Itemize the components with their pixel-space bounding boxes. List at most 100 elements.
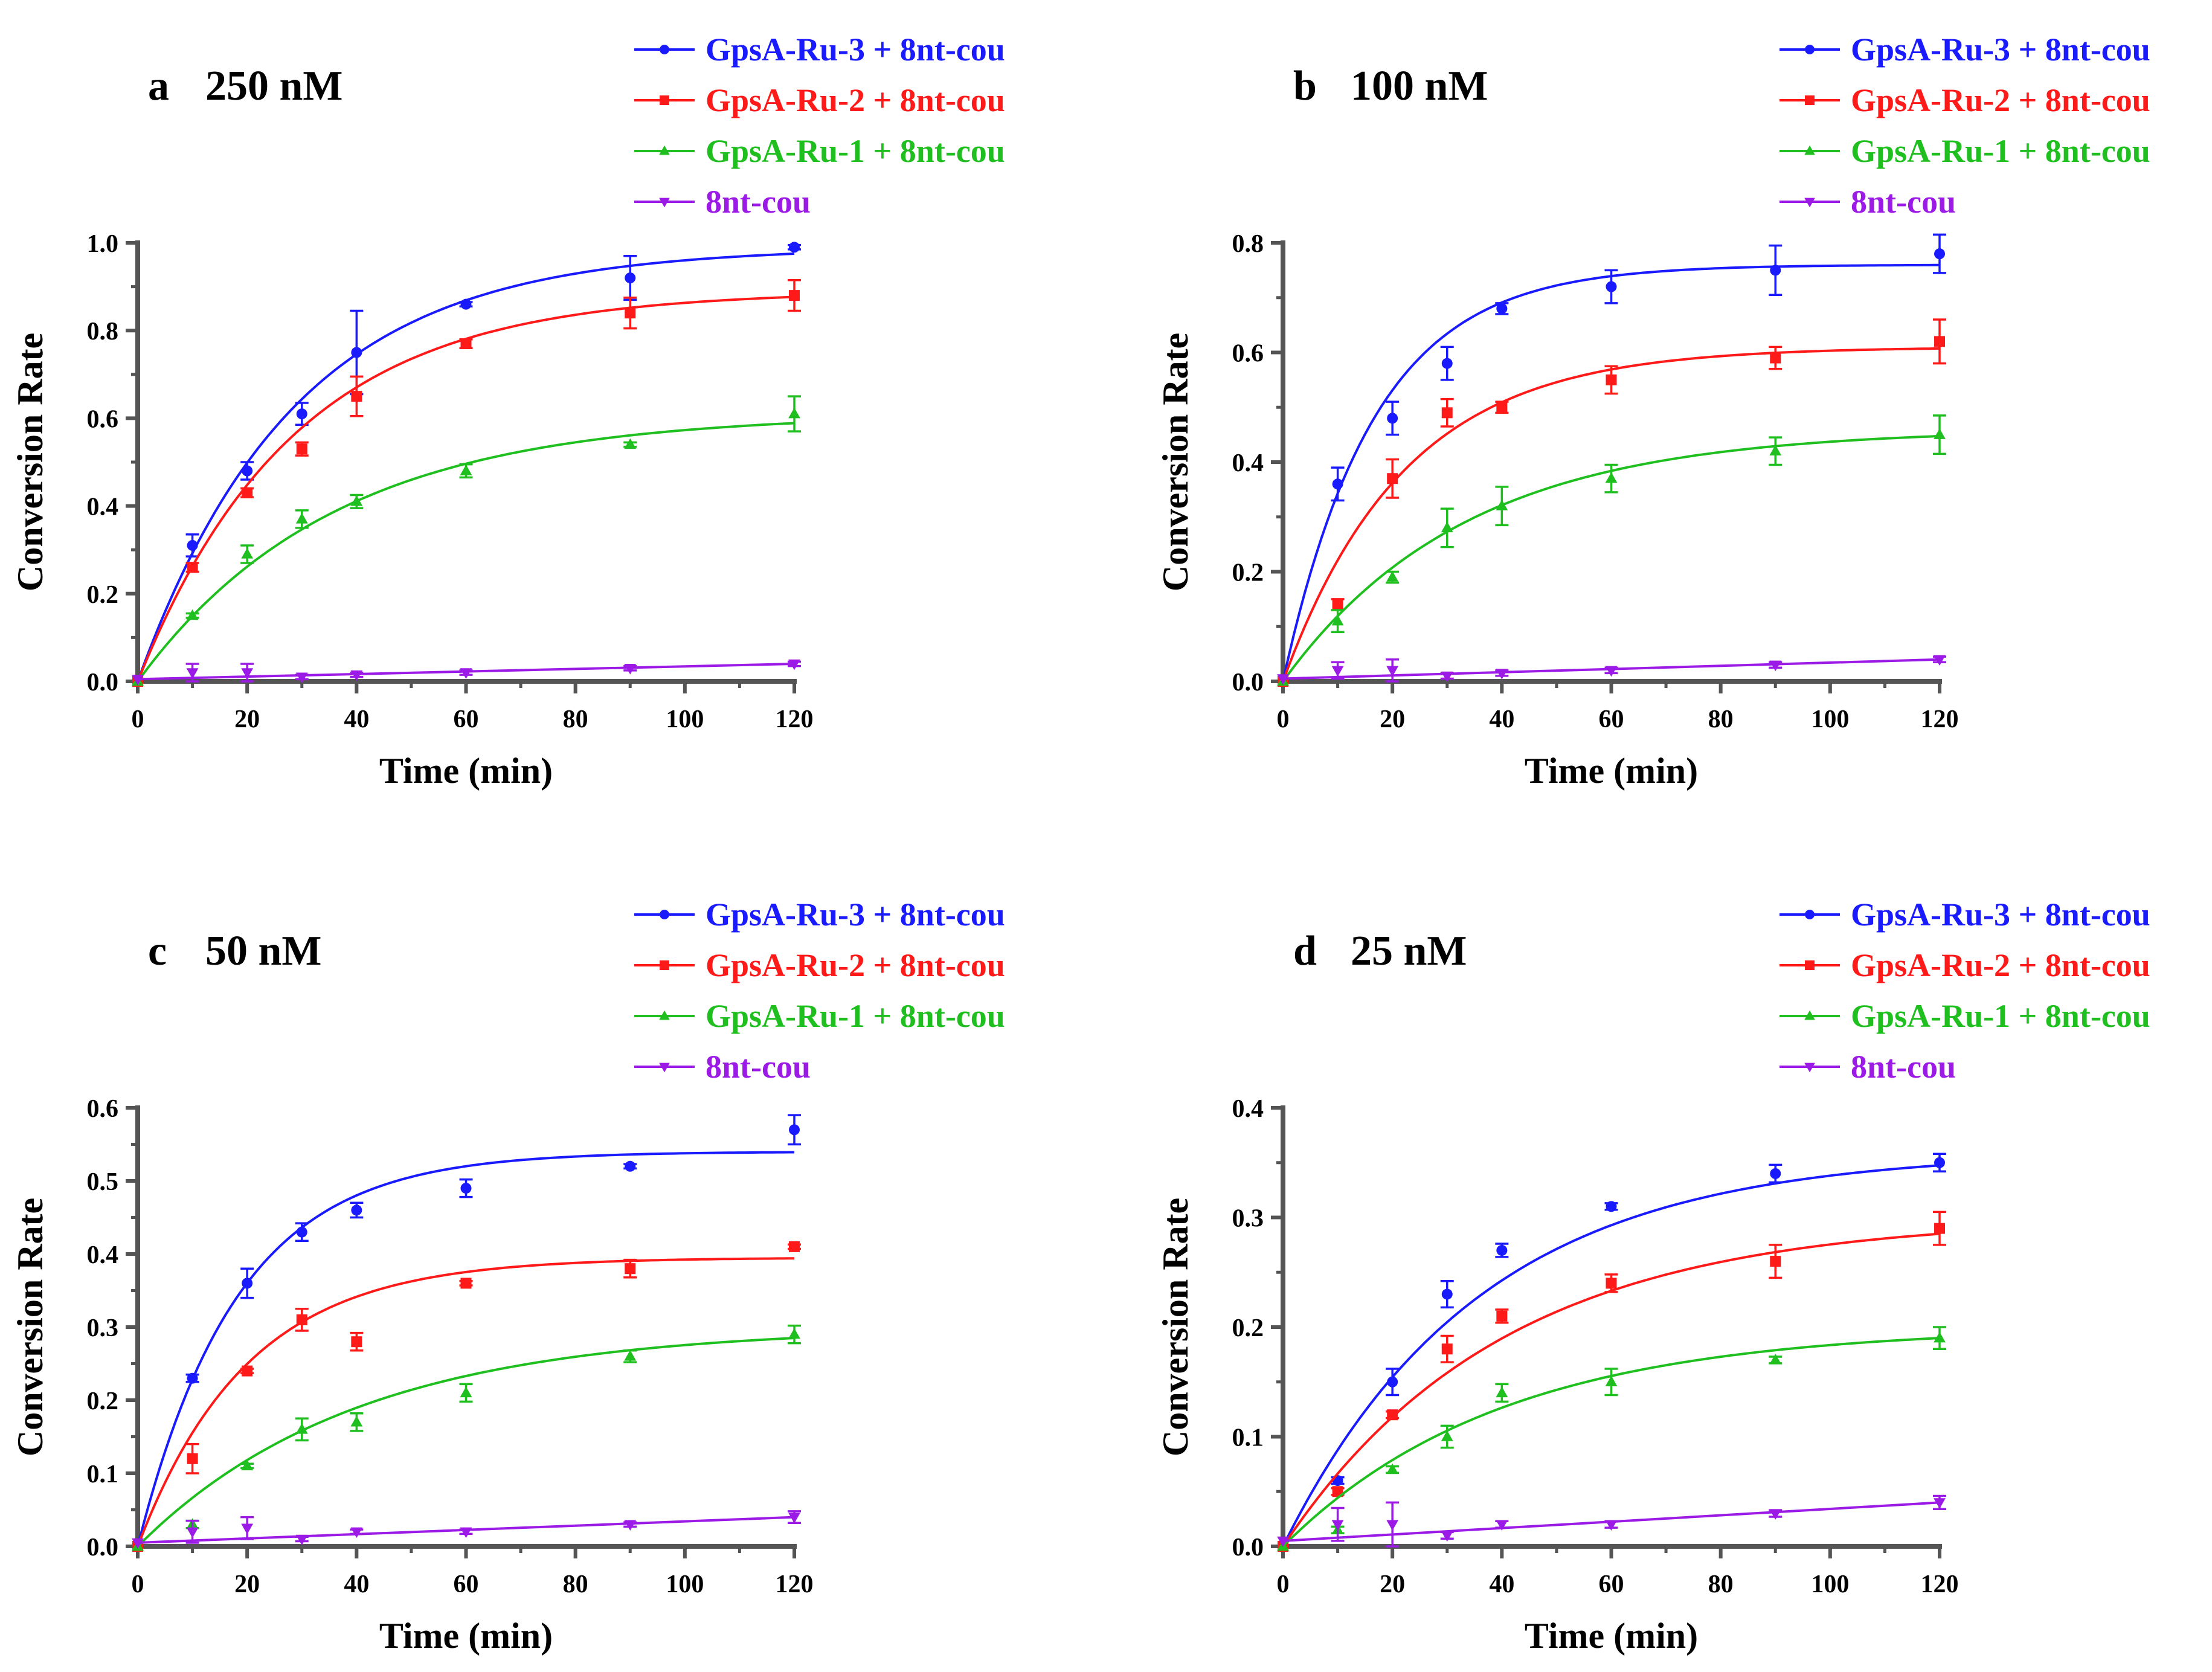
data-point (295, 513, 308, 524)
legend-entry: 8nt-cou (706, 1049, 811, 1085)
data-point (1441, 1343, 1453, 1355)
y-tick-label: 0.3 (87, 1314, 119, 1342)
x-tick-label: 120 (1921, 1571, 1959, 1598)
legend-entry: GpsA-Ru-1 + 8nt-cou (706, 998, 1005, 1034)
data-point (1331, 666, 1344, 677)
series-1 (132, 1114, 801, 1552)
y-tick-label: 0.2 (87, 581, 119, 609)
y-axis-title: Conversion Rate (1156, 1198, 1195, 1456)
x-tick-label: 0 (1277, 1571, 1290, 1598)
legend-entry: GpsA-Ru-2 + 8nt-cou (1851, 947, 2150, 983)
y-tick-label: 0.0 (87, 669, 119, 696)
legend-marker (1805, 95, 1815, 105)
legend-entry: GpsA-Ru-3 + 8nt-cou (1851, 31, 2150, 68)
legend-entry: GpsA-Ru-2 + 8nt-cou (706, 82, 1005, 118)
y-tick-label: 0.5 (87, 1168, 119, 1196)
y-tick-label: 0.6 (87, 405, 119, 433)
data-point (351, 1204, 362, 1216)
x-tick-label: 120 (776, 1571, 814, 1598)
data-point (1934, 336, 1945, 347)
panel-title: 100 nM (1351, 63, 1488, 109)
data-point (789, 242, 800, 253)
legend-marker (1805, 910, 1815, 919)
panel-title: 250 nM (205, 63, 343, 109)
data-point (624, 664, 637, 675)
data-point (788, 1513, 800, 1523)
data-point (1769, 1354, 1782, 1365)
data-point (350, 670, 363, 681)
data-point (788, 659, 800, 670)
data-point (788, 1328, 800, 1339)
legend-entry: GpsA-Ru-3 + 8nt-cou (706, 31, 1005, 68)
panel-label: b (1293, 63, 1317, 109)
data-point (624, 438, 637, 449)
data-point (296, 1226, 307, 1238)
data-point (241, 548, 254, 559)
data-point (1606, 1278, 1617, 1289)
data-point (1605, 1375, 1618, 1386)
y-tick-label: 0.1 (1232, 1424, 1264, 1452)
fit-curve (1282, 1164, 1940, 1547)
data-point (460, 1278, 472, 1289)
data-point (1934, 1223, 1945, 1234)
data-point (1386, 1520, 1399, 1531)
data-point (1934, 1498, 1946, 1509)
y-tick-label: 0.4 (87, 1241, 119, 1269)
legend-marker (659, 145, 670, 155)
x-tick-label: 0 (132, 706, 144, 733)
x-tick-label: 20 (1380, 706, 1405, 733)
y-tick-label: 0.3 (1232, 1205, 1264, 1233)
legend-marker (659, 1063, 670, 1073)
x-tick-label: 80 (1708, 1571, 1734, 1598)
data-point (296, 443, 307, 455)
legend-marker (1804, 198, 1815, 208)
series-4 (132, 1510, 801, 1549)
data-point (624, 1520, 637, 1531)
y-tick-label: 0.2 (1232, 559, 1264, 587)
data-point (624, 1350, 637, 1361)
data-point (460, 1386, 472, 1398)
x-tick-label: 100 (666, 706, 704, 733)
data-point (460, 465, 472, 475)
data-point (186, 1527, 199, 1539)
x-tick-label: 40 (1489, 1571, 1514, 1598)
data-point (1496, 1520, 1508, 1531)
fit-curve (137, 1337, 795, 1548)
data-point (1496, 1386, 1508, 1398)
data-point (1496, 500, 1508, 510)
y-tick-label: 0.4 (1232, 449, 1264, 477)
legend-marker (1805, 960, 1815, 970)
data-point (460, 298, 472, 310)
series-4 (1277, 1494, 1946, 1548)
data-point (1770, 1256, 1781, 1267)
fit-curve (137, 295, 795, 682)
data-point (1331, 1520, 1344, 1531)
data-point (1605, 666, 1618, 677)
data-point (1277, 1536, 1289, 1548)
y-tick-label: 0.6 (87, 1095, 119, 1123)
series-2 (1278, 318, 1946, 687)
data-point (1496, 669, 1508, 680)
series-1 (1278, 1153, 1946, 1552)
data-point (1441, 358, 1453, 369)
data-point (1496, 402, 1508, 413)
data-point (1441, 1288, 1453, 1300)
data-point (132, 1538, 144, 1549)
series-3 (132, 395, 801, 686)
data-point (1441, 1531, 1453, 1542)
data-point (242, 465, 253, 477)
legend-entry: GpsA-Ru-1 + 8nt-cou (706, 133, 1005, 169)
series-3 (1277, 414, 1946, 686)
series-3 (1277, 1326, 1946, 1551)
x-tick-label: 60 (1599, 706, 1624, 733)
data-point (1934, 428, 1946, 439)
data-point (1441, 407, 1453, 419)
chart-panel-a: a 250 nM GpsA-Ru-3 + 8nt-cou GpsA-Ru-2 + 8n… (10, 31, 1005, 791)
y-tick-label: 0.0 (1232, 669, 1264, 696)
chart-panel-c: c 50 nM GpsA-Ru-3 + 8nt-cou GpsA-Ru-2 + 8nt… (10, 896, 1005, 1656)
y-axis-title: Conversion Rate (1156, 333, 1195, 591)
data-point (460, 1527, 472, 1539)
data-point (132, 675, 144, 686)
data-point (187, 1372, 198, 1384)
